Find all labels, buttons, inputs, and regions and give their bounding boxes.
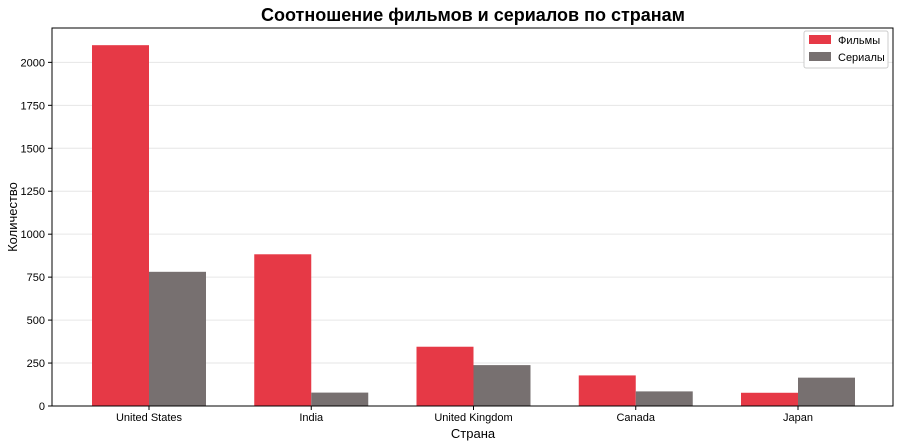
y-tick-label: 1250 <box>21 186 45 198</box>
y-tick-label: 1500 <box>21 143 45 155</box>
y-tick-label: 2000 <box>21 57 45 69</box>
x-tick-label: United Kingdom <box>434 412 512 424</box>
plot-frame <box>51 27 894 407</box>
legend: Фильмы Сериалы <box>803 30 889 69</box>
chart-title: Соотношение фильмов и сериалов по страна… <box>261 5 685 25</box>
y-axis-ticks: 0 250 500 750 1000 1250 1500 1750 2000 <box>21 57 52 413</box>
y-axis-label: Количество <box>5 182 20 252</box>
bar-series-united-kingdom <box>473 365 531 406</box>
x-tick-label: India <box>299 412 324 424</box>
y-tick-label: 250 <box>27 358 45 370</box>
bar-films-india <box>254 254 312 406</box>
x-axis-ticks: United States India United Kingdom Canada Ja… <box>116 406 813 424</box>
y-tick-label: 0 <box>39 401 45 413</box>
bar-films-japan <box>741 392 798 406</box>
y-tick-label: 500 <box>27 315 45 327</box>
y-tick-label: 750 <box>27 272 45 284</box>
bar-series-canada <box>635 391 693 406</box>
bar-series-united-states <box>149 271 206 406</box>
bar-series-japan <box>798 377 855 406</box>
x-tick-label: Japan <box>783 412 813 424</box>
x-axis-label: Страна <box>451 426 496 441</box>
legend-label-series: Сериалы <box>838 52 885 64</box>
bar-films-canada <box>578 375 636 406</box>
bar-films-united-kingdom <box>416 346 474 406</box>
y-tick-label: 1750 <box>21 100 45 112</box>
x-tick-label: United States <box>116 412 183 424</box>
bar-films-united-states <box>92 45 149 406</box>
y-tick-label: 1000 <box>21 229 45 241</box>
legend-label-films: Фильмы <box>838 35 880 47</box>
legend-swatch-films <box>809 35 831 44</box>
bars <box>92 45 855 406</box>
legend-swatch-series <box>809 52 831 61</box>
bar-series-india <box>311 392 369 406</box>
x-tick-label: Canada <box>616 412 655 424</box>
